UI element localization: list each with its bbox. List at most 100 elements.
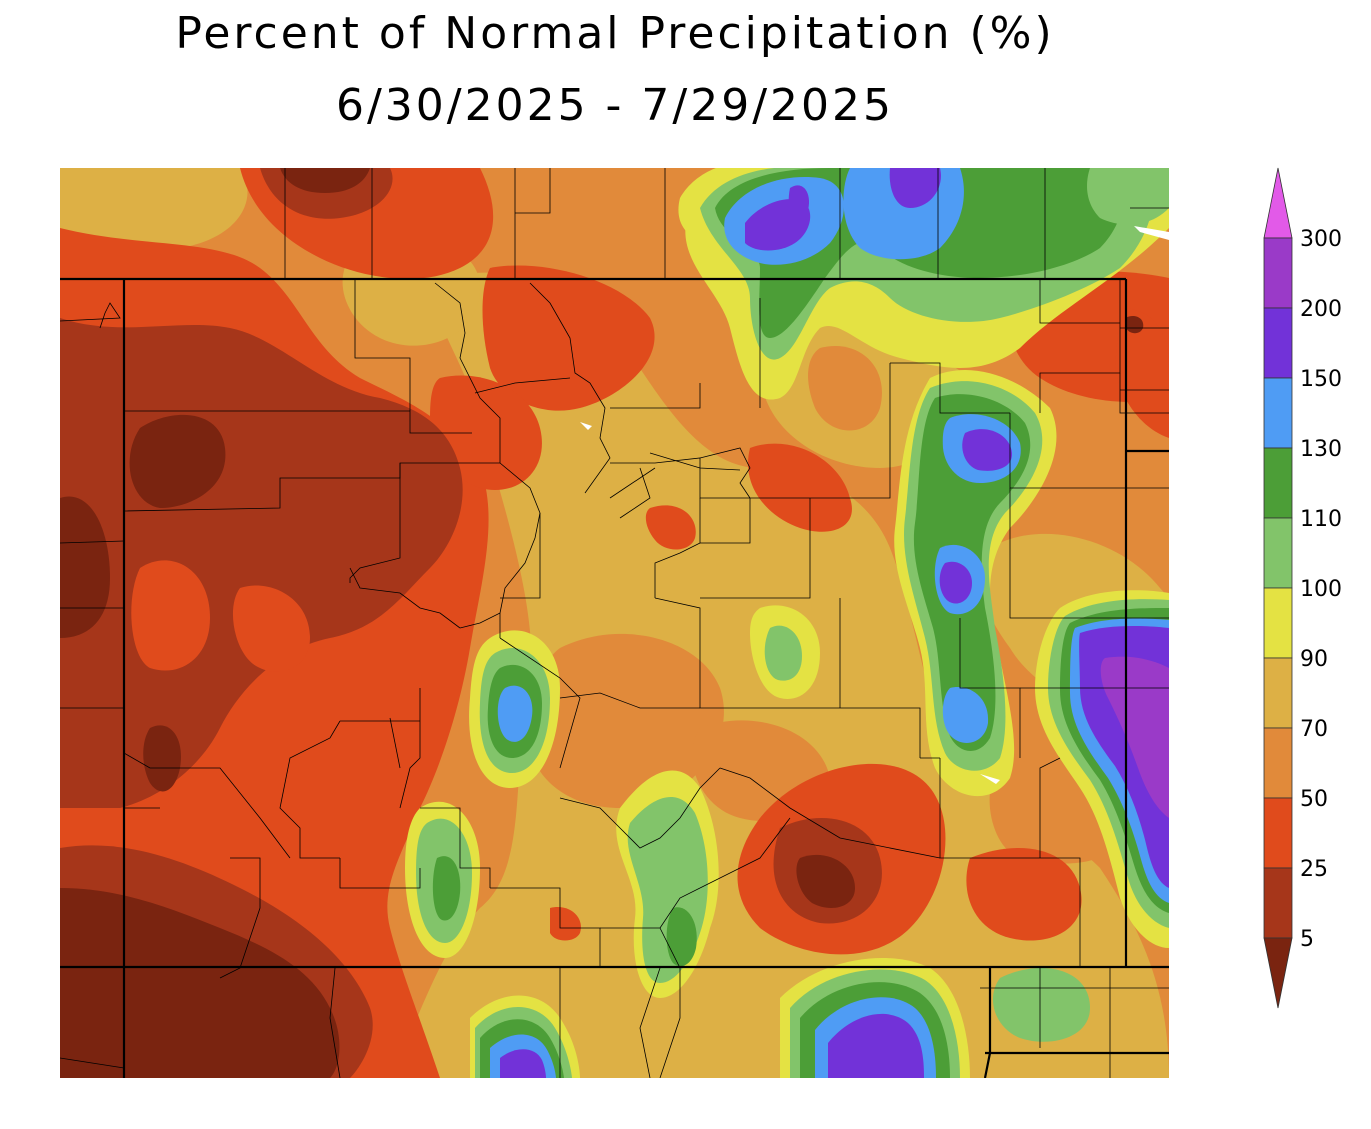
county-line bbox=[60, 1057, 125, 1069]
precipitation-map bbox=[60, 168, 1169, 1078]
field-70-90 bbox=[60, 168, 248, 251]
legend-tick-label: 110 bbox=[1300, 507, 1342, 532]
color-legend: 5 25 50 70 90 100 110 130 150 200 300 bbox=[1263, 167, 1342, 1009]
field-25-50 bbox=[645, 505, 696, 550]
county-line bbox=[123, 462, 500, 512]
county-line bbox=[700, 498, 811, 599]
county-line bbox=[434, 282, 501, 463]
county-line bbox=[515, 168, 551, 214]
legend-tick-label: 90 bbox=[1300, 647, 1328, 672]
legend-swatch-over-300 bbox=[1263, 167, 1293, 239]
county-line bbox=[329, 967, 341, 1078]
county-line bbox=[699, 447, 751, 499]
legend-swatch bbox=[1263, 657, 1293, 729]
legend-swatch-under-5 bbox=[1263, 937, 1293, 1009]
field-150-200 bbox=[962, 429, 1013, 471]
county-line bbox=[654, 498, 701, 598]
county-boundaries bbox=[60, 168, 1169, 1078]
field-100-110 bbox=[1087, 168, 1169, 225]
field-25-50 bbox=[966, 848, 1082, 941]
white-speck bbox=[1134, 226, 1169, 240]
county-line bbox=[619, 467, 651, 519]
county-line bbox=[499, 462, 541, 614]
field-110-130 bbox=[666, 907, 697, 967]
county-line bbox=[279, 720, 341, 859]
county-line bbox=[1039, 278, 1120, 324]
field-150-200 bbox=[788, 185, 810, 222]
field-25-50 bbox=[131, 560, 210, 671]
county-line bbox=[354, 278, 411, 411]
county-line bbox=[399, 688, 421, 809]
white-speck bbox=[580, 422, 592, 430]
field-lt5 bbox=[60, 496, 110, 638]
field-25-50 bbox=[748, 443, 852, 532]
county-line bbox=[1039, 757, 1061, 858]
county-line bbox=[959, 618, 1021, 758]
county-line bbox=[349, 463, 401, 583]
county-line bbox=[474, 377, 571, 394]
precipitation-contour-fields bbox=[60, 168, 1169, 1078]
field-110-130 bbox=[432, 856, 461, 921]
county-line bbox=[609, 467, 656, 499]
legend-tick-label: 5 bbox=[1300, 927, 1314, 952]
field-25-50 bbox=[482, 265, 655, 411]
legend-tick-label: 25 bbox=[1300, 857, 1328, 882]
legend-tick-label: 70 bbox=[1300, 717, 1328, 742]
field-130-150 bbox=[497, 685, 533, 742]
county-line bbox=[610, 383, 701, 409]
field-lt5 bbox=[129, 414, 226, 508]
legend-tick-label: 100 bbox=[1300, 577, 1342, 602]
legend-tick-label: 130 bbox=[1300, 437, 1342, 462]
county-line bbox=[1119, 373, 1169, 414]
legend-tick-labels: 5 25 50 70 90 100 110 130 150 200 300 bbox=[1300, 227, 1342, 952]
field-150-200 bbox=[939, 561, 972, 604]
legend-swatch bbox=[1263, 377, 1293, 449]
county-line bbox=[719, 767, 941, 859]
field-150-200 bbox=[828, 1013, 924, 1078]
date-range-subtitle: 6/30/2025 - 7/29/2025 bbox=[335, 80, 895, 131]
county-line bbox=[339, 858, 421, 889]
county-line bbox=[980, 857, 1081, 968]
legend-swatch bbox=[1263, 517, 1293, 589]
state-boundaries bbox=[60, 277, 1169, 1078]
county-line bbox=[389, 717, 401, 769]
county-line bbox=[60, 302, 121, 329]
field-lt5 bbox=[280, 168, 370, 193]
field-25-50 bbox=[1115, 308, 1169, 438]
legend-swatch bbox=[1263, 797, 1293, 869]
legend-tick-label: 300 bbox=[1300, 227, 1342, 252]
legend-swatch bbox=[1263, 237, 1293, 309]
field-200-300 bbox=[1100, 656, 1169, 818]
field-25-50 bbox=[232, 585, 310, 672]
field-130-150 bbox=[942, 687, 989, 743]
county-line bbox=[699, 817, 791, 889]
county-line bbox=[219, 857, 261, 979]
county-line bbox=[750, 363, 891, 499]
county-line bbox=[349, 567, 461, 629]
county-line bbox=[60, 540, 125, 544]
county-line bbox=[1039, 278, 1121, 413]
field-150-200 bbox=[500, 1049, 546, 1078]
county-line bbox=[840, 707, 921, 758]
field-lt5 bbox=[796, 854, 855, 908]
county-line bbox=[420, 807, 491, 888]
field-25-50 bbox=[550, 907, 581, 941]
county-line bbox=[559, 692, 700, 709]
legend-swatches bbox=[1263, 167, 1293, 1009]
legend-swatch bbox=[1263, 727, 1293, 799]
county-line bbox=[939, 758, 980, 859]
field-100-110 bbox=[764, 625, 802, 681]
map-title: Percent of Normal Precipitation (%) bbox=[175, 8, 1055, 59]
county-line bbox=[500, 513, 541, 599]
field-lt5 bbox=[143, 725, 181, 792]
county-line bbox=[1009, 488, 1169, 619]
white-speck bbox=[980, 774, 1000, 784]
county-line bbox=[600, 887, 701, 929]
county-line bbox=[124, 410, 472, 434]
field-100-110 bbox=[992, 968, 1090, 1042]
county-line bbox=[890, 362, 1010, 414]
legend-tick-label: 50 bbox=[1300, 787, 1328, 812]
county-line bbox=[639, 967, 661, 1078]
county-line bbox=[700, 498, 751, 544]
county-line bbox=[459, 612, 501, 638]
